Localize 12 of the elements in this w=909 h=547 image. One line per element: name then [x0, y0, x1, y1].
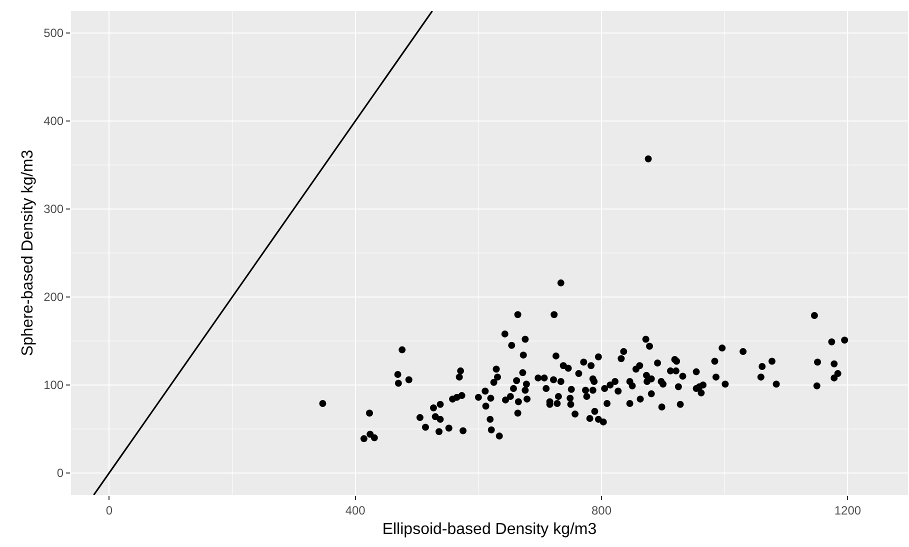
x-tick-label: 400: [345, 503, 366, 518]
x-axis-title: Ellipsoid-based Density kg/m3: [382, 521, 597, 538]
y-tick-label: 200: [44, 290, 64, 304]
y-tick-label: 400: [44, 114, 64, 128]
y-tick-label: 0: [56, 466, 64, 480]
y-tick-label: 300: [44, 202, 64, 216]
y-tick-label: 100: [44, 378, 64, 392]
x-tick-label: 0: [106, 503, 113, 518]
y-axis-title: Sphere-based Density kg/m3: [19, 150, 36, 356]
y-tick-label: 500: [44, 26, 64, 40]
x-tick-label: 800: [591, 503, 612, 518]
x-tick-label: 1200: [834, 503, 862, 518]
